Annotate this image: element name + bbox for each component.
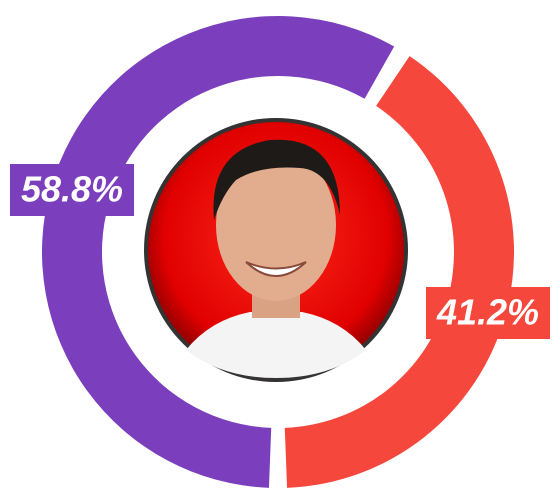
chart: 58.8% 41.2% [0, 0, 553, 492]
portrait [144, 118, 408, 382]
value-label: 41.2% [436, 292, 539, 333]
value-label: 58.8% [21, 169, 123, 210]
